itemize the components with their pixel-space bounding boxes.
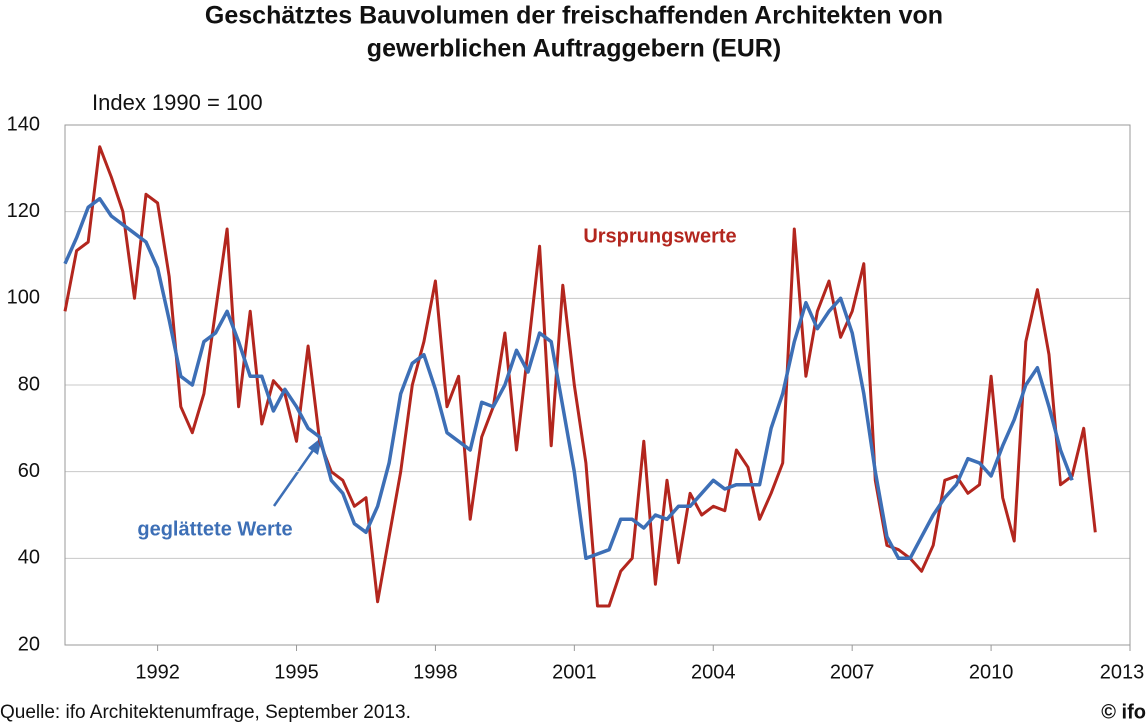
y-tick-label: 60: [18, 460, 40, 482]
chart-title: gewerblichen Auftraggebern (EUR): [367, 35, 781, 63]
x-tick-label: 2004: [691, 661, 736, 683]
annotation-arrow: [272, 445, 318, 507]
x-tick-label: 2007: [830, 661, 875, 683]
y-tick-label: 140: [7, 113, 40, 135]
y-tick-label: 20: [18, 633, 40, 655]
x-tick-label: 1992: [135, 661, 180, 683]
annotation: Ursprungswerte: [583, 225, 736, 247]
chart-title: Geschätztes Bauvolumen der freischaffend…: [205, 2, 943, 30]
y-tick-label: 120: [7, 200, 40, 222]
annotation: geglättete Werte: [137, 518, 292, 540]
x-tick-label: 2013: [1100, 661, 1145, 683]
y-tick-label: 40: [18, 547, 40, 569]
x-tick-label: 2001: [552, 661, 597, 683]
y-tick-label: 100: [7, 287, 40, 309]
x-tick-label: 1995: [274, 661, 319, 683]
y-tick-label: 80: [18, 373, 40, 395]
x-tick-label: 1998: [413, 661, 458, 683]
x-tick-label: 2010: [969, 661, 1014, 683]
series-line: [63, 145, 1097, 608]
subtitle: Index 1990 = 100: [92, 90, 263, 115]
source: Quelle: ifo Architektenumfrage, Septembe…: [0, 702, 411, 723]
series-line: [63, 196, 1074, 561]
plot-frame: [64, 124, 1131, 646]
copyright: © ifo: [1101, 701, 1146, 723]
